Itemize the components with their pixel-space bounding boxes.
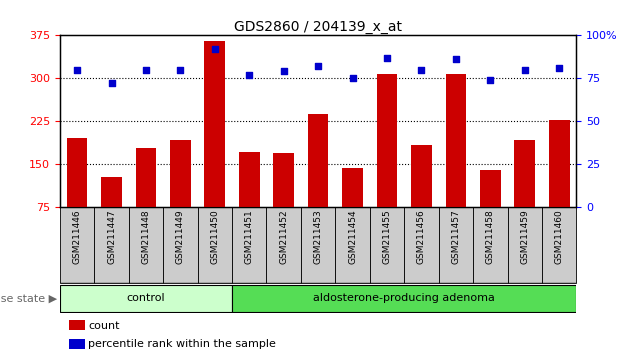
Bar [377, 74, 398, 207]
Text: GSM211448: GSM211448 [142, 209, 151, 264]
Point [451, 57, 461, 62]
Bar [170, 140, 191, 207]
Bar [473, 207, 508, 283]
Bar [129, 207, 163, 283]
Bar [232, 207, 266, 283]
Point [106, 81, 117, 86]
Text: GSM211451: GSM211451 [245, 209, 254, 264]
Point [554, 65, 564, 71]
Bar [69, 320, 85, 330]
Text: GSM211458: GSM211458 [486, 209, 495, 264]
Text: disease state ▶: disease state ▶ [0, 293, 57, 303]
Bar [335, 207, 370, 283]
Title: GDS2860 / 204139_x_at: GDS2860 / 204139_x_at [234, 21, 402, 34]
Bar [301, 207, 335, 283]
Bar [438, 207, 473, 283]
Bar [239, 152, 260, 207]
Text: GSM211454: GSM211454 [348, 209, 357, 264]
Point [416, 67, 427, 73]
Text: GSM211449: GSM211449 [176, 209, 185, 264]
Text: GSM211457: GSM211457 [452, 209, 461, 264]
Point [72, 67, 82, 73]
Text: control: control [127, 293, 165, 303]
Bar [549, 120, 570, 207]
Bar [205, 41, 225, 207]
Bar [542, 207, 576, 283]
Text: GSM211453: GSM211453 [314, 209, 323, 264]
Bar [67, 138, 88, 207]
Bar [370, 207, 404, 283]
Bar [404, 207, 438, 283]
Point [175, 67, 185, 73]
Bar [266, 207, 301, 283]
Point [313, 63, 323, 69]
Bar [135, 148, 156, 207]
Bar [198, 207, 232, 283]
Bar [480, 170, 501, 207]
Bar [94, 207, 129, 283]
Bar [515, 139, 535, 207]
Text: GSM211447: GSM211447 [107, 209, 116, 264]
Point [382, 55, 392, 61]
Bar [69, 338, 85, 349]
Text: GSM211452: GSM211452 [279, 209, 288, 264]
Bar [508, 207, 542, 283]
Point [141, 67, 151, 73]
Text: GSM211459: GSM211459 [520, 209, 529, 264]
Bar [60, 285, 232, 312]
Bar [273, 153, 294, 207]
Bar [342, 168, 363, 207]
Text: GSM211456: GSM211456 [417, 209, 426, 264]
Point [210, 46, 220, 52]
Text: GSM211455: GSM211455 [382, 209, 391, 264]
Bar [232, 285, 576, 312]
Bar [163, 207, 198, 283]
Point [348, 75, 358, 81]
Point [485, 77, 495, 83]
Point [244, 72, 255, 78]
Text: GSM211446: GSM211446 [72, 209, 81, 264]
Bar [60, 207, 94, 283]
Text: count: count [88, 320, 120, 331]
Text: GSM211450: GSM211450 [210, 209, 219, 264]
Text: percentile rank within the sample: percentile rank within the sample [88, 339, 276, 349]
Bar [308, 114, 328, 207]
Bar [101, 177, 122, 207]
Text: GSM211460: GSM211460 [555, 209, 564, 264]
Text: aldosterone-producing adenoma: aldosterone-producing adenoma [313, 293, 495, 303]
Bar [445, 74, 466, 207]
Point [278, 69, 289, 74]
Bar [411, 145, 432, 207]
Point [520, 67, 530, 73]
